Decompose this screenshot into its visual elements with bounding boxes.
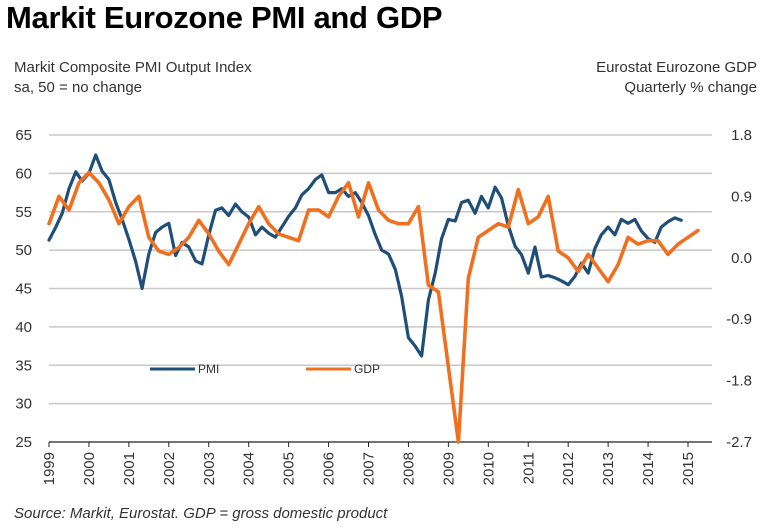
- y-tick-label: 65: [15, 127, 32, 144]
- series-line-pmi: [47, 153, 683, 358]
- left-axis-title-line1: Markit Composite PMI Output Index: [14, 59, 252, 76]
- x-tick-label: 2002: [161, 452, 178, 485]
- y2-tick-label: -0.9: [726, 311, 752, 328]
- left-axis-title: Markit Composite PMI Output Index sa, 50…: [14, 58, 252, 98]
- y2-tick-label: -1.8: [726, 373, 752, 390]
- x-tick-label: 2012: [560, 452, 577, 485]
- series-line-gdp: [47, 170, 700, 444]
- y2-tick-label: 0.0: [731, 250, 752, 267]
- x-tick-label: 1999: [41, 452, 58, 485]
- x-tick-label: 2013: [600, 452, 617, 485]
- x-tick-label: 2005: [281, 452, 298, 485]
- right-axis-title: Eurostat Eurozone GDP Quarterly % change: [596, 58, 757, 98]
- gridlines: [49, 134, 712, 405]
- x-tick-label: 2004: [241, 452, 258, 485]
- y2-tick-label: -2.7: [726, 434, 752, 451]
- y-tick-label: 30: [15, 396, 32, 413]
- y-tick-label: 35: [15, 357, 32, 374]
- y-tick-label: 40: [15, 319, 32, 336]
- x-tick-label: 2015: [680, 452, 697, 485]
- left-axis-ticks: 65 60 55 50 45 40 35 30 25: [15, 127, 32, 451]
- x-tick-label: 2011: [520, 452, 537, 484]
- y-tick-label: 55: [15, 204, 32, 221]
- x-tick-label: 2000: [81, 452, 98, 485]
- chart-title: Markit Eurozone PMI and GDP: [6, 0, 443, 35]
- y-tick-label: 50: [15, 242, 32, 259]
- x-tick-label: 2009: [440, 452, 457, 485]
- y2-tick-label: 1.8: [731, 127, 752, 144]
- x-tick-label: 2007: [361, 452, 378, 485]
- y-tick-label: 25: [15, 434, 32, 451]
- legend: PMI GDP: [150, 362, 380, 376]
- series-lines: [47, 153, 700, 444]
- source-note: Source: Markit, Eurostat. GDP = gross do…: [14, 505, 388, 522]
- x-tick-label: 2001: [121, 452, 138, 485]
- y2-tick-label: 0.9: [731, 188, 752, 205]
- y-tick-label: 60: [15, 165, 32, 182]
- x-tick-label: 2003: [201, 452, 218, 485]
- right-axis-title-line1: Eurostat Eurozone GDP: [596, 59, 757, 76]
- right-axis-title-line2: Quarterly % change: [624, 79, 757, 96]
- y-tick-label: 45: [15, 281, 32, 298]
- legend-label-pmi: PMI: [198, 362, 219, 376]
- right-axis-ticks: 1.8 0.9 0.0 -0.9 -1.8 -2.7: [726, 127, 752, 451]
- x-tick-label: 2006: [321, 452, 338, 485]
- x-tick-label: 2008: [400, 452, 417, 485]
- legend-label-gdp: GDP: [354, 362, 380, 376]
- x-axis: 1999 2000 2001 2002 2003 2004 2005 2006 2007 2008…: [41, 441, 712, 485]
- left-axis-title-line2: sa, 50 = no change: [14, 79, 143, 96]
- x-tick-label: 2014: [640, 452, 657, 485]
- x-tick-label: 2010: [480, 452, 497, 485]
